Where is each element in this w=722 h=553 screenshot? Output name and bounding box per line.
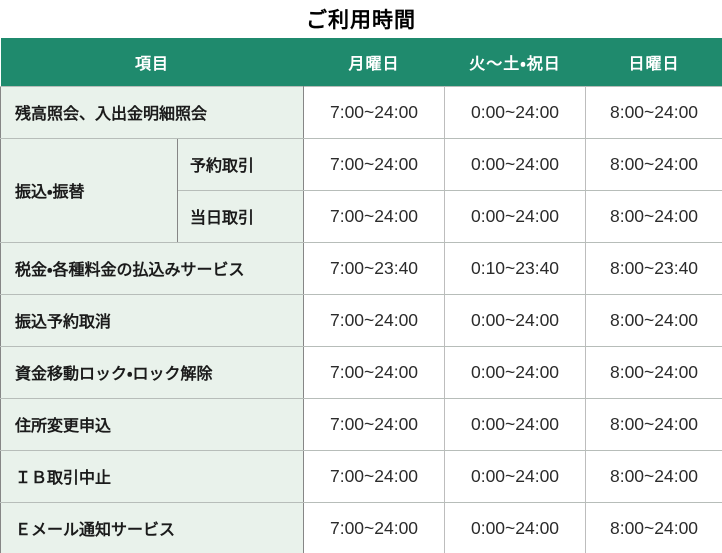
- time-cell-sunday: 8:00~24:00: [585, 85, 722, 139]
- time-cell-tue-sat: 0:00~24:00: [444, 293, 587, 347]
- time-cell-monday: 7:00~24:00: [303, 501, 446, 553]
- time-cell-sunday: 8:00~24:00: [585, 449, 722, 503]
- time-cell-monday: 7:00~23:40: [303, 241, 446, 295]
- table-row-balance-inquiry: 残高照会、入出金明細照会 7:00~24:00 0:00~24:00 8:00~…: [0, 85, 722, 139]
- time-cell-sunday: 8:00~24:00: [585, 137, 722, 191]
- table-row-email-notice: Ｅメール通知サービス 7:00~24:00 0:00~24:00 8:00~24…: [0, 501, 722, 553]
- page-title: ご利用時間: [306, 9, 416, 32]
- table-row-address-change: 住所変更申込 7:00~24:00 0:00~24:00 8:00~24:00: [0, 397, 722, 451]
- sub-item-cell: 予約取引: [176, 137, 305, 191]
- item-cell: 税金・各種料金の払込みサービス: [0, 241, 305, 295]
- time-cell-monday: 7:00~24:00: [303, 397, 446, 451]
- table-row-transfer-sameday: 当日取引 7:00~24:00 0:00~24:00 8:00~24:00: [1, 189, 722, 243]
- time-cell-monday: 7:00~24:00: [303, 449, 446, 503]
- item-cell: ＩＢ取引中止: [0, 449, 305, 503]
- item-cell: 住所変更申込: [0, 397, 305, 451]
- time-cell-monday: 7:00~24:00: [303, 137, 446, 191]
- time-cell-monday: 7:00~24:00: [303, 85, 446, 139]
- time-cell-sunday: 8:00~24:00: [585, 397, 722, 451]
- time-cell-tue-sat: 0:00~24:00: [444, 501, 587, 553]
- header-sunday: 日曜日: [585, 38, 722, 86]
- sub-item-cell: 当日取引: [176, 189, 305, 243]
- time-cell-tue-sat: 0:00~24:00: [444, 449, 587, 503]
- time-cell-tue-sat: 0:00~24:00: [444, 345, 587, 399]
- time-cell-tue-sat: 0:00~24:00: [444, 189, 587, 243]
- time-cell-sunday: 8:00~24:00: [585, 501, 722, 553]
- time-cell-sunday: 8:00~23:40: [585, 241, 722, 295]
- time-cell-tue-sat: 0:00~24:00: [444, 85, 587, 139]
- time-cell-tue-sat: 0:00~24:00: [444, 137, 587, 191]
- header-item: 項目: [0, 38, 304, 86]
- time-cell-sunday: 8:00~24:00: [585, 293, 722, 347]
- header-monday: 月曜日: [303, 38, 445, 86]
- header-tue-sat-holiday: 火〜土・祝日: [444, 38, 586, 86]
- table-row-tax-payment: 税金・各種料金の払込みサービス 7:00~23:40 0:10~23:40 8:…: [0, 241, 722, 295]
- table-row-transfer-cancel: 振込予約取消 7:00~24:00 0:00~24:00 8:00~24:00: [0, 293, 722, 347]
- time-cell-monday: 7:00~24:00: [303, 293, 446, 347]
- header-row: 項目 月曜日 火〜土・祝日 日曜日: [0, 38, 722, 86]
- time-cell-sunday: 8:00~24:00: [585, 345, 722, 399]
- item-cell: 振込予約取消: [0, 293, 305, 347]
- table-row-ib-suspend: ＩＢ取引中止 7:00~24:00 0:00~24:00 8:00~24:00: [0, 449, 722, 503]
- time-cell-sunday: 8:00~24:00: [585, 189, 722, 243]
- item-cell: Ｅメール通知サービス: [0, 501, 305, 553]
- item-cell-transfer: 振込・振替: [0, 137, 178, 243]
- item-cell: 資金移動ロック・ロック解除: [0, 345, 305, 399]
- time-cell-tue-sat: 0:10~23:40: [444, 241, 587, 295]
- table-row-fund-lock: 資金移動ロック・ロック解除 7:00~24:00 0:00~24:00 8:00…: [0, 345, 722, 399]
- time-cell-monday: 7:00~24:00: [303, 345, 446, 399]
- time-cell-monday: 7:00~24:00: [303, 189, 446, 243]
- service-hours-table: 項目 月曜日 火〜土・祝日 日曜日 残高照会、入出金明細照会 7:00~24:0…: [0, 38, 722, 553]
- table-row-transfer-reserved: 振込・振替 予約取引 7:00~24:00 0:00~24:00 8:00~24…: [0, 137, 722, 243]
- time-cell-tue-sat: 0:00~24:00: [444, 397, 587, 451]
- item-cell: 残高照会、入出金明細照会: [0, 85, 305, 139]
